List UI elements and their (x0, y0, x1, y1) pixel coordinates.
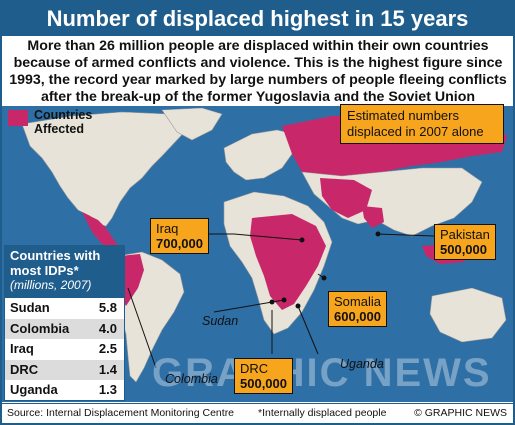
legend-swatch (8, 110, 28, 126)
leader-colombia (127, 287, 157, 369)
affected-middle-east (320, 178, 372, 218)
row-country: Iraq (10, 341, 34, 356)
row-value: 1.4 (98, 361, 117, 377)
callout-somalia-country: Somalia (334, 294, 381, 309)
europe (223, 129, 303, 181)
leader-uganda (297, 305, 319, 355)
callout-drc-country: DRC (240, 361, 269, 376)
idp-table-header: Countries with most IDPs* (millions, 200… (5, 246, 124, 298)
greenland (161, 107, 223, 141)
callout-iraq-value: 700,000 (156, 236, 203, 251)
row-value: 5.8 (98, 300, 117, 315)
idp-table-title: Countries with most IDPs* (10, 248, 101, 278)
row-country: Uganda (10, 382, 58, 397)
leader-pakistan (377, 233, 435, 237)
row-value: 2.5 (98, 341, 117, 356)
legend-label: Countries Affected (34, 108, 93, 136)
table-row: Colombia 4.0 (5, 318, 124, 339)
callout-pakistan: Pakistan 500,000 (434, 224, 496, 260)
marker-iraq (299, 237, 305, 243)
table-row: DRC 1.4 (5, 359, 124, 380)
affected-central-africa (250, 214, 326, 310)
marker-uganda (295, 303, 301, 309)
australia (429, 287, 507, 343)
affected-mexico (82, 212, 120, 252)
footnote-text: *Internally displaced people (258, 407, 387, 419)
table-row: Sudan 5.8 (5, 298, 124, 319)
callout-iraq-country: Iraq (156, 221, 179, 236)
row-country: Colombia (10, 320, 70, 336)
marker-sudan (281, 297, 287, 303)
callout-somalia: Somalia 600,000 (328, 291, 387, 327)
row-value: 4.0 (98, 320, 117, 336)
idp-table-subtitle: (millions, 2007) (10, 278, 92, 292)
callout-pakistan-value: 500,000 (440, 242, 487, 257)
marker-somalia (321, 275, 327, 281)
table-row: Iraq 2.5 (5, 339, 124, 360)
source-text: Source: Internal Displacement Monitoring… (7, 407, 235, 419)
callout-drc-value: 500,000 (240, 376, 287, 391)
world-map: GRAPHIC NEWS (2, 106, 513, 402)
table-row: Uganda 1.3 (5, 380, 124, 401)
estimate-box: Estimated numbers displaced in 2007 alon… (340, 104, 504, 144)
intro-text: More than 26 million people are displace… (9, 38, 507, 105)
leader-iraq-2 (233, 233, 303, 241)
affected-india (362, 206, 384, 228)
row-value: 1.3 (98, 382, 117, 397)
row-country: DRC (10, 361, 39, 377)
callout-iraq: Iraq 700,000 (150, 218, 209, 254)
label-sudan: Sudan (202, 314, 239, 328)
row-country: Sudan (10, 300, 50, 315)
page-title: Number of displaced highest in 15 years (2, 2, 513, 36)
footer: Source: Internal Displacement Monitoring… (2, 403, 513, 423)
marker-pakistan (375, 231, 381, 237)
label-colombia: Colombia (165, 372, 218, 386)
callout-drc: DRC 500,000 (234, 358, 293, 394)
callout-pakistan-country: Pakistan (440, 227, 490, 242)
idp-table: Countries with most IDPs* (millions, 200… (4, 245, 125, 401)
marker-drc (269, 299, 275, 305)
watermark: GRAPHIC NEWS (152, 351, 492, 395)
copyright-text: © GRAPHIC NEWS (414, 407, 507, 419)
legend: Countries Affected (8, 108, 144, 136)
callout-somalia-value: 600,000 (334, 309, 381, 324)
label-uganda: Uganda (340, 357, 384, 371)
